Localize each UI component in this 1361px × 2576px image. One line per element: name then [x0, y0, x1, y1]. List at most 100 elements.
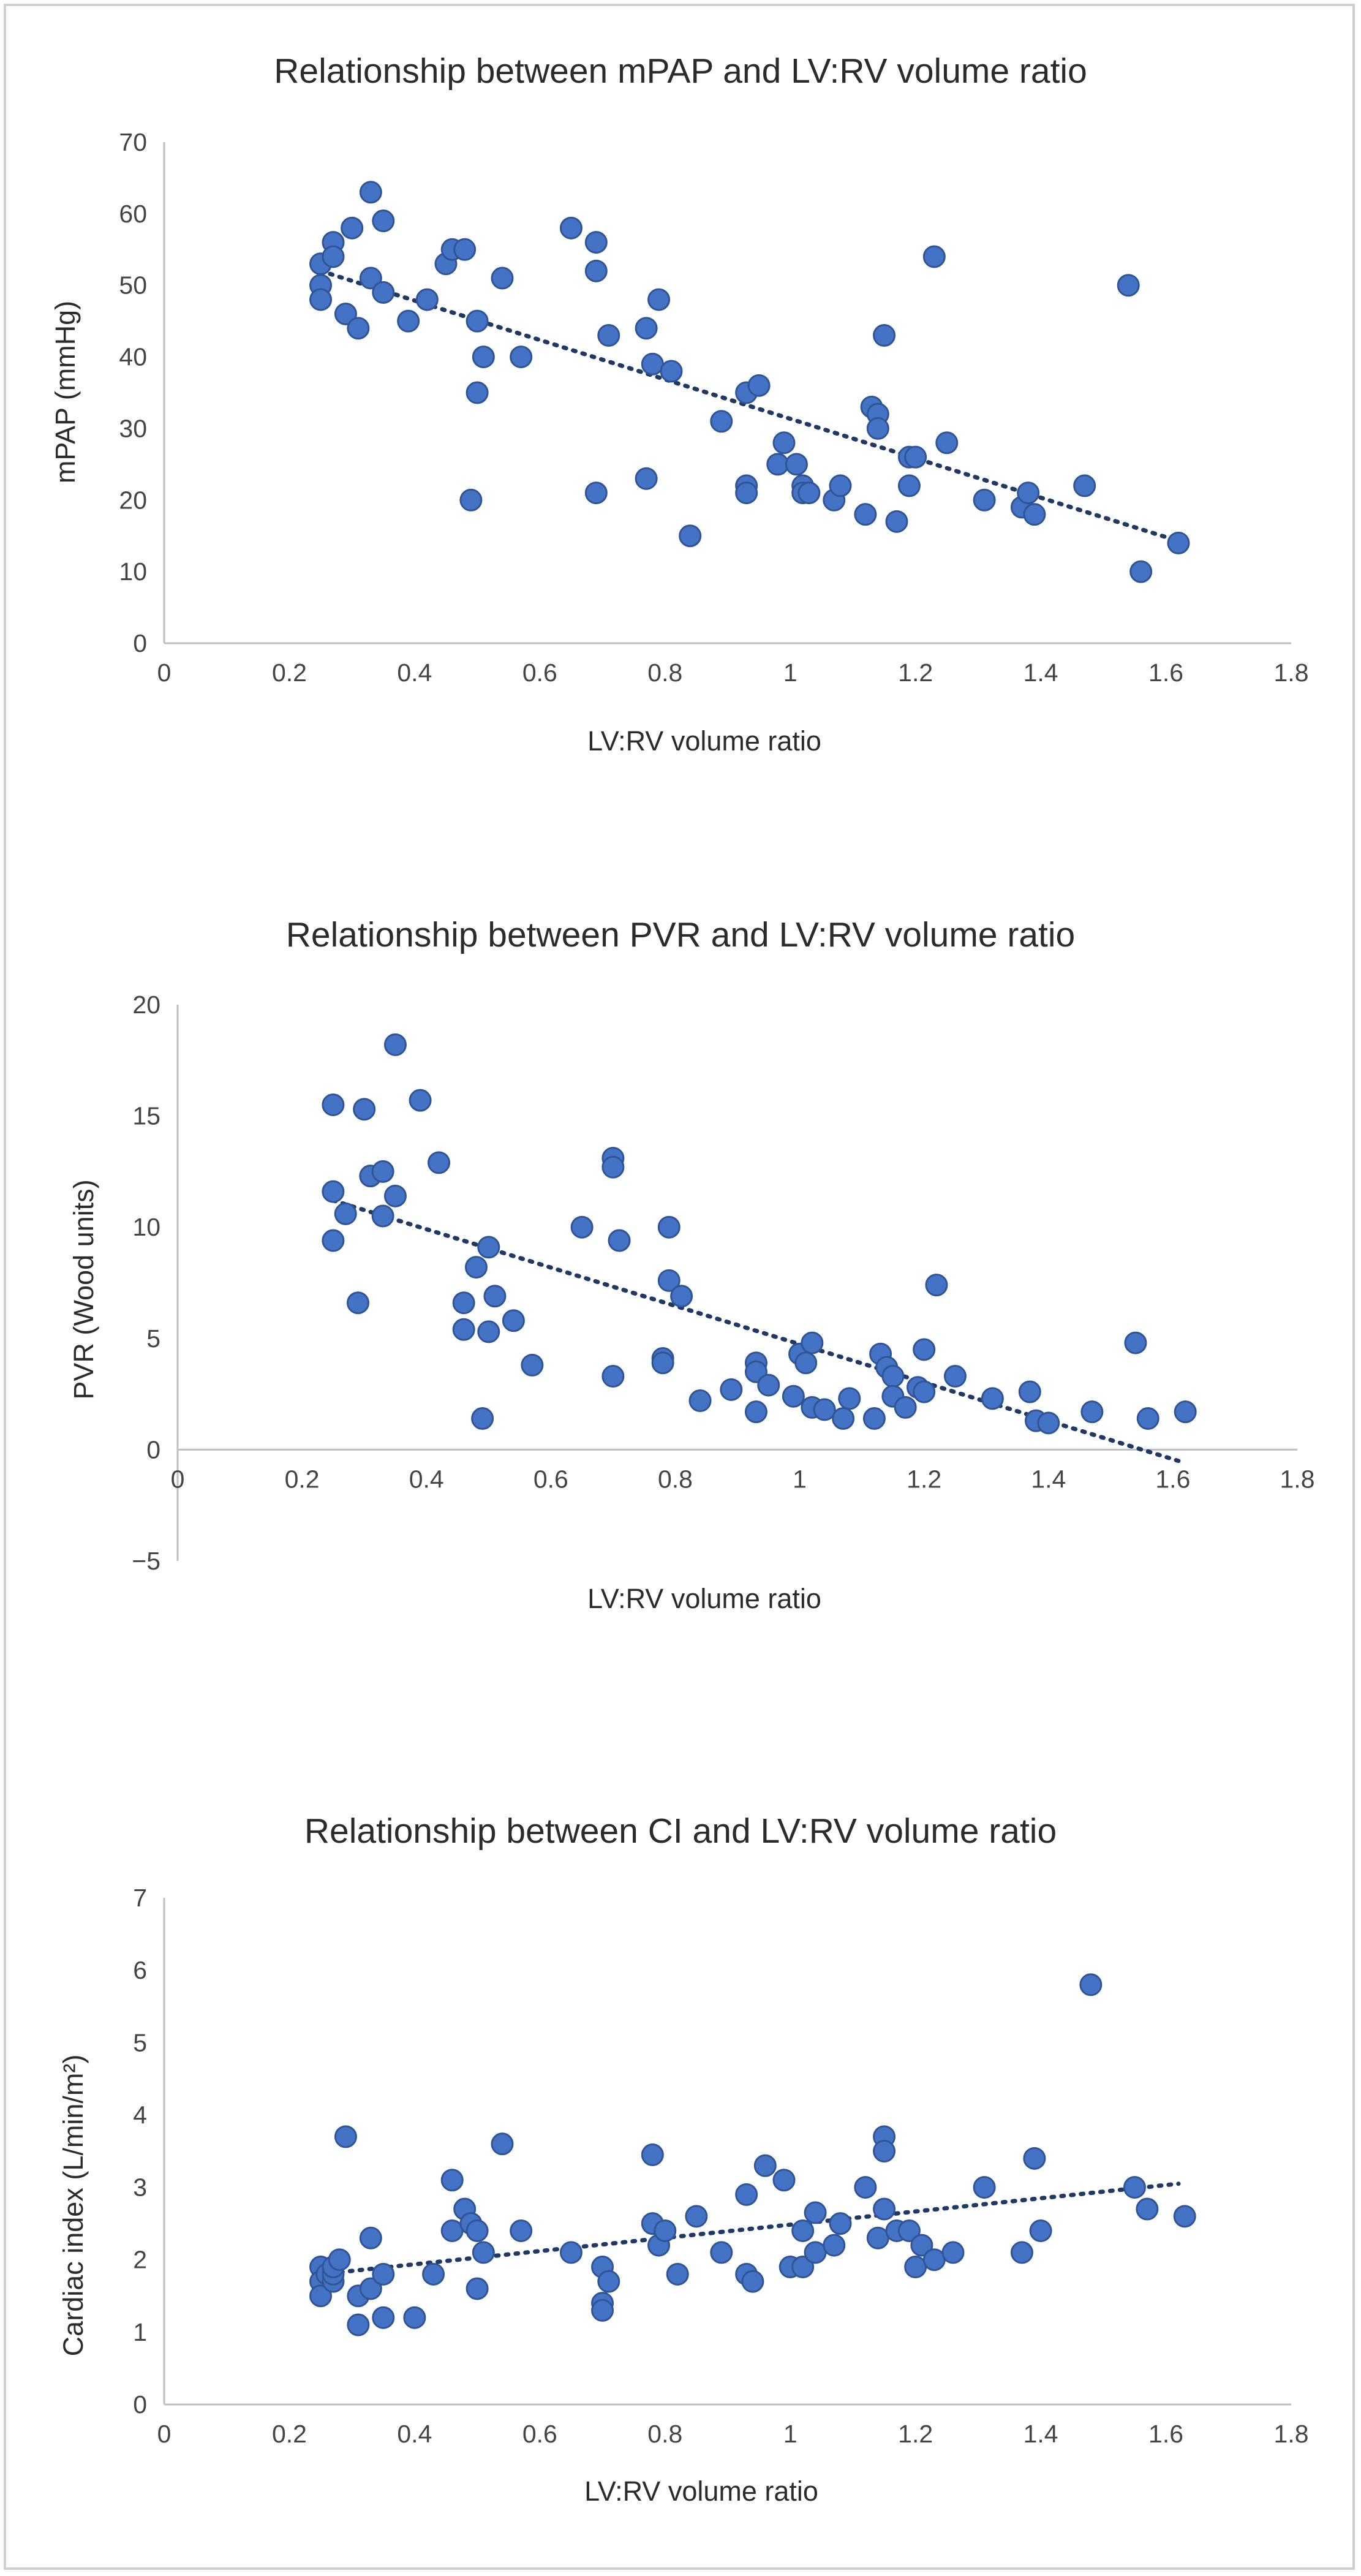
data-point	[873, 2197, 896, 2221]
x-tick-label: 1	[793, 1465, 807, 1493]
data-point	[1117, 274, 1140, 297]
data-point	[415, 288, 439, 311]
data-point	[866, 2226, 889, 2249]
data-point	[464, 1256, 488, 1279]
data-point	[823, 2234, 846, 2257]
data-point	[591, 2298, 614, 2322]
data-point	[309, 288, 333, 311]
x-tick-label: 0.2	[272, 2420, 307, 2448]
chart-pvr-xlabel: LV:RV volume ratio	[587, 1583, 821, 1614]
data-point	[328, 2248, 351, 2272]
data-point	[973, 2176, 996, 2199]
chart-ci-ticks: 0 0.2 0.4 0.6 0.8 1 1.2 1.4 1.6 1.8 0 1 2 3 4 5 6 7	[133, 1884, 1308, 2448]
data-point	[922, 245, 946, 268]
chart-ci-trendline	[319, 2181, 1181, 2276]
data-point	[322, 1093, 345, 1116]
x-tick-label: 0.2	[272, 659, 307, 687]
data-point	[635, 467, 658, 490]
y-tick-label: 15	[132, 1102, 160, 1130]
data-point	[584, 259, 608, 282]
x-tick-label: 1.6	[1148, 2420, 1183, 2448]
data-point	[477, 1236, 500, 1259]
x-tick-label: 1.4	[1024, 659, 1058, 687]
chart-mpap-ticks: 0 0.2 0.4 0.6 0.8 1 1.2 1.4 1.6 1.8 0 10 20 30 40 50 60 7…	[119, 128, 1308, 687]
data-point	[772, 2169, 796, 2192]
y-tick-label: 5	[146, 1324, 160, 1353]
data-point	[428, 1151, 451, 1174]
data-point	[973, 488, 996, 512]
data-point	[397, 309, 420, 333]
chart-ci-ylabel: Cardiac index (L/min/m²)	[58, 2055, 89, 2357]
x-tick-label: 0.8	[647, 2420, 682, 2448]
chart-mpap-trendline	[319, 268, 1187, 545]
data-point	[1173, 2205, 1196, 2228]
data-point	[797, 482, 821, 505]
y-tick-label: 4	[133, 2101, 147, 2129]
chart-pvr-axes	[176, 1005, 1297, 1561]
data-point	[559, 216, 582, 240]
data-point	[866, 417, 889, 440]
data-point	[1029, 2219, 1052, 2242]
data-point	[791, 2256, 815, 2279]
data-point	[660, 360, 683, 383]
data-point	[383, 1184, 407, 1207]
data-point	[521, 1353, 544, 1377]
x-tick-label: 1.2	[898, 659, 933, 687]
x-tick-label: 0.4	[397, 2420, 432, 2448]
data-point	[601, 1155, 625, 1179]
data-point	[403, 2306, 426, 2329]
data-point	[466, 381, 489, 404]
data-point	[757, 1373, 780, 1397]
data-point	[383, 1033, 407, 1056]
data-point	[873, 324, 896, 347]
data-point	[452, 1291, 475, 1315]
data-point	[1174, 1400, 1197, 1424]
data-point	[1136, 2197, 1159, 2221]
data-point	[440, 2219, 464, 2242]
y-tick-label: 0	[133, 629, 147, 657]
data-point	[881, 1365, 905, 1388]
data-point	[371, 1160, 394, 1183]
data-point	[334, 2125, 357, 2148]
data-point	[341, 216, 364, 240]
y-tick-label: 0	[133, 2390, 147, 2419]
x-tick-label: 1.8	[1280, 1465, 1315, 1493]
chart-mpap-title: Relationship between mPAP and LV:RV volu…	[274, 51, 1087, 91]
data-point	[322, 1180, 345, 1203]
data-point	[657, 1269, 680, 1292]
data-point	[1123, 2176, 1146, 2199]
y-tick-label: 40	[119, 343, 147, 371]
data-point	[904, 445, 927, 469]
data-point	[608, 1229, 631, 1252]
y-tick-label: 10	[119, 557, 147, 586]
data-point	[904, 2256, 927, 2279]
data-point	[491, 2132, 514, 2156]
data-point	[510, 2219, 533, 2242]
chart-mpap-points	[309, 181, 1190, 583]
x-tick-label: 0.6	[522, 659, 557, 687]
y-tick-label: 3	[133, 2174, 147, 2202]
x-tick-label: 0.8	[658, 1465, 693, 1493]
data-point	[753, 2154, 777, 2177]
data-point	[372, 2306, 395, 2329]
x-tick-label: 0	[157, 659, 172, 687]
data-point	[1018, 1380, 1041, 1403]
data-point	[440, 2169, 464, 2192]
data-point	[885, 510, 908, 533]
data-point	[854, 2176, 877, 2199]
data-point	[647, 288, 671, 311]
data-point	[981, 1387, 1004, 1410]
data-point	[372, 2262, 395, 2286]
data-point	[1023, 503, 1046, 526]
data-point	[471, 1407, 494, 1430]
data-point	[1080, 1400, 1104, 1424]
data-point	[862, 1407, 886, 1430]
data-point	[353, 1098, 376, 1121]
data-point	[922, 2248, 946, 2272]
data-point	[804, 2241, 827, 2264]
data-point	[801, 1331, 824, 1354]
data-point	[570, 1215, 594, 1239]
chart-pvr-ylabel: PVR (Wood units)	[68, 1179, 99, 1399]
data-point	[897, 2219, 921, 2242]
data-point	[791, 2219, 815, 2242]
